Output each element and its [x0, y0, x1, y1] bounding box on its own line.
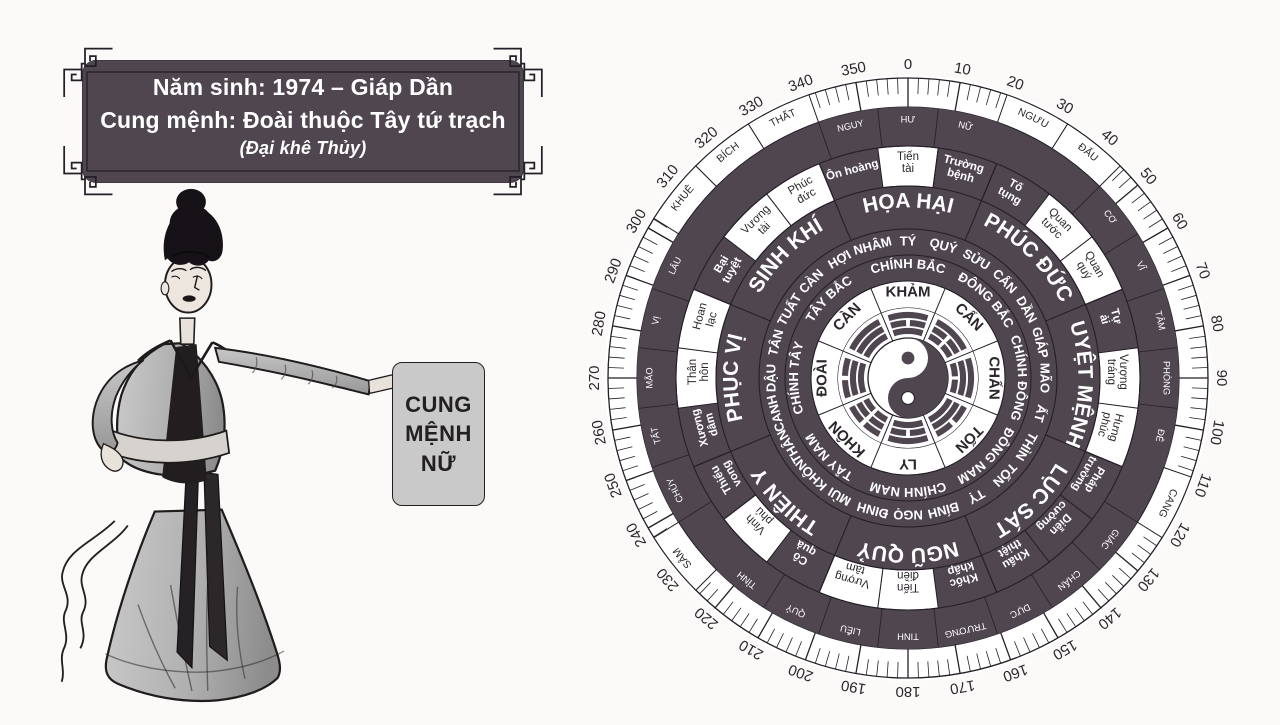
svg-text:PHÒNG: PHÒNG: [1162, 361, 1172, 395]
svg-text:LY: LY: [899, 456, 917, 473]
svg-text:350: 350: [840, 59, 868, 80]
svg-text:MÃO: MÃO: [1038, 363, 1053, 393]
svg-text:190: 190: [840, 676, 868, 697]
svg-text:ĐOÀI: ĐOÀI: [813, 359, 830, 397]
svg-text:270: 270: [586, 365, 603, 390]
svg-text:0: 0: [904, 56, 912, 73]
svg-text:CHẤN: CHẤN: [986, 356, 1003, 399]
svg-text:180: 180: [895, 683, 920, 700]
svg-text:260: 260: [589, 419, 610, 447]
svg-text:70: 70: [1192, 260, 1214, 281]
svg-text:MÃO: MÃO: [644, 367, 654, 388]
svg-text:80: 80: [1207, 314, 1227, 333]
svg-text:280: 280: [589, 310, 610, 338]
svg-text:HƯ: HƯ: [901, 114, 916, 124]
svg-text:Vượngtráng: Vượngtráng: [1105, 354, 1129, 390]
svg-text:DẬU: DẬU: [763, 364, 778, 392]
svg-text:KHẢM: KHẢM: [886, 283, 931, 300]
svg-text:100: 100: [1206, 419, 1227, 447]
svg-text:TINH: TINH: [897, 632, 919, 642]
svg-text:Tiếnđiền: Tiếnđiền: [897, 569, 919, 593]
svg-text:10: 10: [953, 59, 972, 79]
svg-text:90: 90: [1213, 370, 1230, 387]
svg-text:20: 20: [1004, 73, 1025, 95]
svg-text:NGỌ: NGỌ: [893, 508, 923, 523]
svg-text:170: 170: [949, 676, 977, 697]
svg-text:Thânhôn: Thânhôn: [687, 359, 711, 385]
svg-text:TÝ: TÝ: [900, 233, 917, 248]
